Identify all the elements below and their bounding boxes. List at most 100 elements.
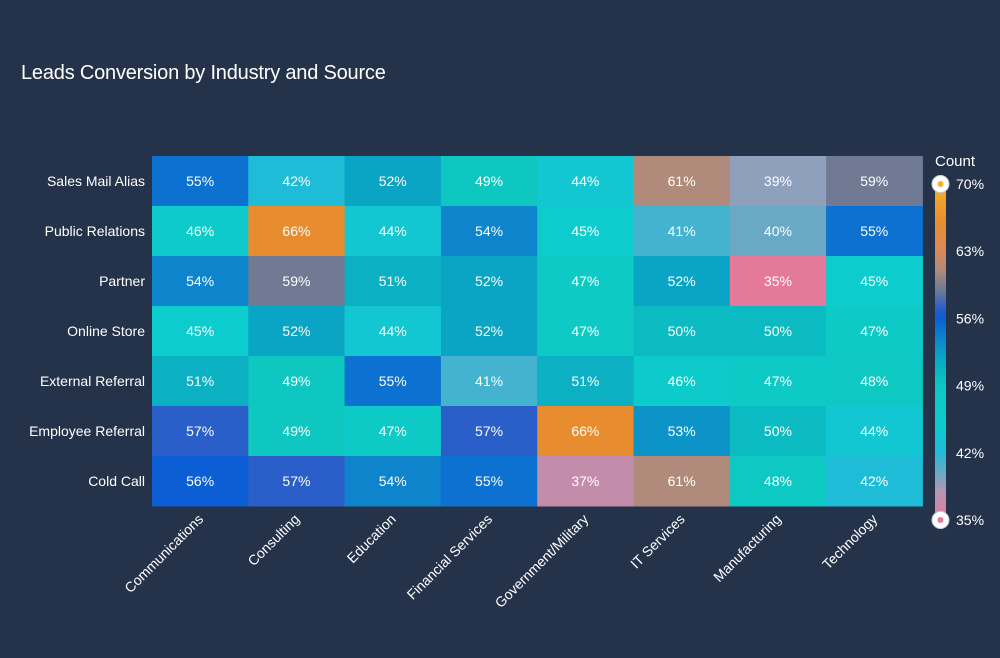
heatmap-cell[interactable]: [344, 306, 442, 357]
heatmap-cell[interactable]: [633, 206, 731, 257]
cell-value-label: 66%: [282, 223, 310, 239]
cell-value-label: 57%: [186, 423, 214, 439]
heatmap-cell[interactable]: [344, 406, 442, 457]
heatmap-cell[interactable]: [440, 156, 538, 207]
heatmap-cell[interactable]: [537, 406, 634, 457]
cell-value-label: 44%: [379, 323, 407, 339]
colorbar-title: Count: [935, 153, 976, 170]
heatmap-cell[interactable]: [729, 306, 827, 357]
heatmap-cell[interactable]: [440, 406, 538, 457]
cell-value-label: 52%: [668, 273, 696, 289]
heatmap-cell[interactable]: [537, 206, 634, 257]
heatmap-cell[interactable]: [440, 356, 538, 407]
cell-value-label: 51%: [186, 373, 214, 389]
heatmap-cell[interactable]: [344, 356, 442, 407]
heatmap-cell[interactable]: [826, 206, 923, 257]
heatmap-cell[interactable]: [537, 456, 634, 507]
heatmap-cell[interactable]: [248, 156, 346, 207]
cell-value-label: 61%: [668, 473, 696, 489]
cell-value-label: 55%: [379, 373, 407, 389]
heatmap-cell[interactable]: [344, 156, 442, 207]
row-tick-label: Sales Mail Alias: [47, 173, 145, 189]
heatmap-cell[interactable]: [440, 206, 538, 257]
cell-value-label: 44%: [571, 173, 599, 189]
cell-value-label: 54%: [186, 273, 214, 289]
cell-value-label: 51%: [571, 373, 599, 389]
heatmap-cell[interactable]: [440, 256, 538, 307]
heatmap-cell[interactable]: [633, 306, 731, 357]
heatmap-cell[interactable]: [729, 406, 827, 457]
heatmap-cell[interactable]: [152, 256, 249, 307]
cell-value-label: 37%: [571, 473, 599, 489]
heatmap-cell[interactable]: [633, 456, 731, 507]
cell-value-label: 66%: [571, 423, 599, 439]
column-tick-label: Communications: [121, 511, 206, 596]
heatmap-cell[interactable]: [826, 156, 923, 207]
cell-value-label: 49%: [282, 423, 310, 439]
cell-value-label: 44%: [860, 423, 888, 439]
colorbar-tick-label: 49%: [956, 378, 984, 394]
heatmap-cell[interactable]: [826, 456, 923, 507]
row-tick-label: External Referral: [40, 373, 145, 389]
cell-value-label: 45%: [860, 273, 888, 289]
heatmap-cell[interactable]: [633, 256, 731, 307]
heatmap-cell[interactable]: [633, 356, 731, 407]
heatmap-cell[interactable]: [152, 406, 249, 457]
heatmap-cell[interactable]: [440, 306, 538, 357]
heatmap-cell[interactable]: [248, 206, 346, 257]
heatmap-cell[interactable]: [826, 406, 923, 457]
cell-value-label: 46%: [668, 373, 696, 389]
row-tick-label: Partner: [99, 273, 145, 289]
heatmap-cell[interactable]: [729, 456, 827, 507]
cell-value-label: 40%: [764, 223, 792, 239]
heatmap-cell[interactable]: [537, 156, 634, 207]
heatmap-cell[interactable]: [729, 206, 827, 257]
heatmap-cell[interactable]: [344, 456, 442, 507]
heatmap-cell[interactable]: [344, 206, 442, 257]
colorbar: Count 70% 63% 56% 49% 42% 35%: [931, 153, 984, 529]
heatmap-cell[interactable]: [729, 156, 827, 207]
cell-value-label: 39%: [764, 173, 792, 189]
heatmap-cell[interactable]: [826, 356, 923, 407]
colorbar-tick-label: 70%: [956, 176, 984, 192]
heatmap-cell[interactable]: [344, 256, 442, 307]
heatmap-cells: 55% 42% 52% 49% 44% 61% 39% 59% 46% 66% 44% 54% 45% 4…: [152, 156, 923, 507]
heatmap-cell[interactable]: [248, 456, 346, 507]
cell-value-label: 47%: [379, 423, 407, 439]
heatmap-cell[interactable]: [537, 356, 634, 407]
heatmap-cell[interactable]: [537, 256, 634, 307]
colorbar-tick-label: 42%: [956, 445, 984, 461]
heatmap-cell[interactable]: [729, 256, 827, 307]
heatmap-cell[interactable]: [729, 356, 827, 407]
row-tick-label: Employee Referral: [29, 423, 145, 439]
heatmap-cell[interactable]: [152, 306, 249, 357]
heatmap-cell[interactable]: [826, 256, 923, 307]
heatmap-cell[interactable]: [152, 456, 249, 507]
colorbar-handle-dot: [937, 517, 944, 523]
heatmap-cell[interactable]: [152, 156, 249, 207]
cell-value-label: 59%: [860, 173, 888, 189]
cell-value-label: 51%: [379, 273, 407, 289]
cell-value-label: 54%: [475, 223, 503, 239]
heatmap-cell[interactable]: [248, 356, 346, 407]
heatmap-cell[interactable]: [248, 256, 346, 307]
heatmap-cell[interactable]: [537, 306, 634, 357]
cell-value-label: 49%: [282, 373, 310, 389]
heatmap-cell[interactable]: [826, 306, 923, 357]
column-labels: Communications Consulting Education Financi…: [121, 511, 880, 611]
cell-value-label: 54%: [379, 473, 407, 489]
heatmap-cell[interactable]: [633, 406, 731, 457]
heatmap-cell[interactable]: [440, 456, 538, 507]
column-tick-label: Manufacturing: [710, 511, 784, 585]
heatmap-cell[interactable]: [152, 206, 249, 257]
cell-value-label: 52%: [475, 323, 503, 339]
cell-value-label: 41%: [668, 223, 696, 239]
heatmap-cell[interactable]: [248, 406, 346, 457]
heatmap-cell[interactable]: [152, 356, 249, 407]
colorbar-handle-dot: [937, 181, 944, 187]
cell-value-label: 52%: [379, 173, 407, 189]
heatmap-cell[interactable]: [633, 156, 731, 207]
heatmap-cell[interactable]: [248, 306, 346, 357]
cell-value-label: 47%: [571, 273, 599, 289]
